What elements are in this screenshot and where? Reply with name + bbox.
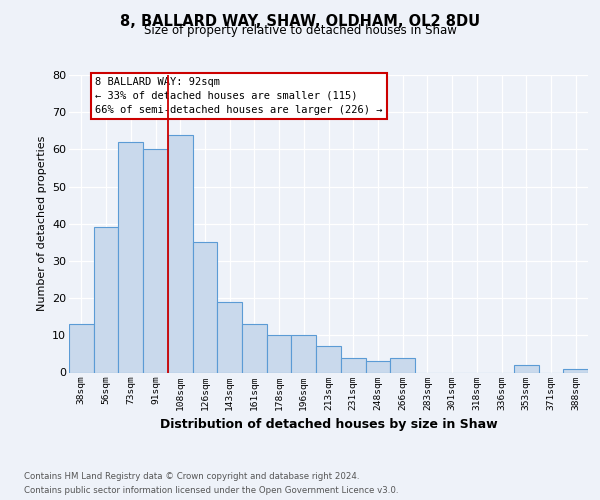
Bar — [242, 324, 267, 372]
Bar — [390, 358, 415, 372]
Bar — [193, 242, 217, 372]
Bar — [143, 150, 168, 372]
Bar — [365, 362, 390, 372]
Bar — [514, 365, 539, 372]
Bar — [217, 302, 242, 372]
Bar — [94, 228, 118, 372]
Bar — [316, 346, 341, 372]
Bar — [267, 336, 292, 372]
Text: Size of property relative to detached houses in Shaw: Size of property relative to detached ho… — [143, 24, 457, 37]
Y-axis label: Number of detached properties: Number of detached properties — [37, 136, 47, 312]
X-axis label: Distribution of detached houses by size in Shaw: Distribution of detached houses by size … — [160, 418, 497, 431]
Text: Contains public sector information licensed under the Open Government Licence v3: Contains public sector information licen… — [24, 486, 398, 495]
Bar — [292, 336, 316, 372]
Text: 8, BALLARD WAY, SHAW, OLDHAM, OL2 8DU: 8, BALLARD WAY, SHAW, OLDHAM, OL2 8DU — [120, 14, 480, 29]
Bar — [168, 134, 193, 372]
Text: 8 BALLARD WAY: 92sqm
← 33% of detached houses are smaller (115)
66% of semi-deta: 8 BALLARD WAY: 92sqm ← 33% of detached h… — [95, 77, 382, 115]
Bar — [118, 142, 143, 372]
Bar — [341, 358, 365, 372]
Bar — [69, 324, 94, 372]
Bar — [563, 369, 588, 372]
Text: Contains HM Land Registry data © Crown copyright and database right 2024.: Contains HM Land Registry data © Crown c… — [24, 472, 359, 481]
